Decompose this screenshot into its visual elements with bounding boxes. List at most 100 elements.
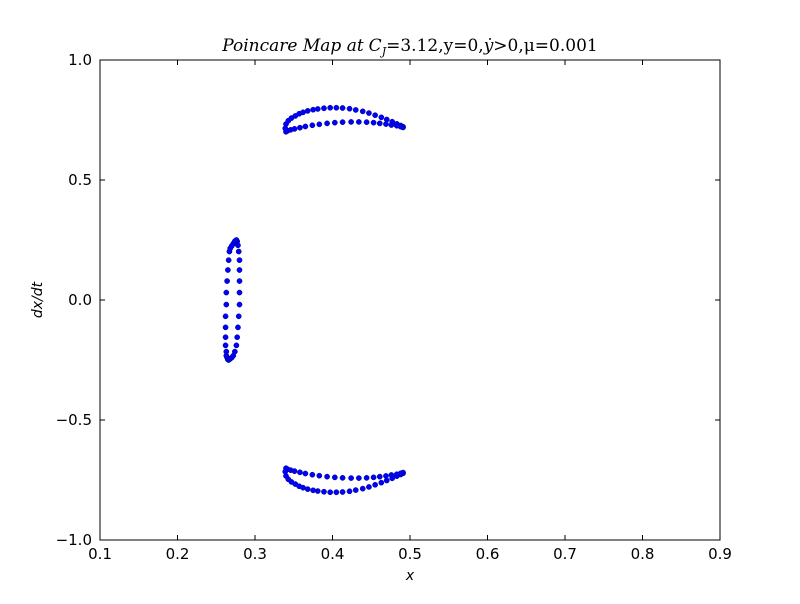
data-point xyxy=(356,475,362,481)
data-point xyxy=(302,470,309,477)
data-point xyxy=(359,108,366,115)
data-point xyxy=(333,104,340,111)
data-point xyxy=(222,313,229,320)
data-point xyxy=(363,474,370,481)
x-tick-label: 0.7 xyxy=(553,545,577,563)
x-tick-label: 0.6 xyxy=(476,545,500,563)
x-tick-label: 0.3 xyxy=(243,545,267,563)
data-point xyxy=(310,487,316,494)
title-rest: =3.12,y=0, xyxy=(386,36,484,56)
data-point xyxy=(339,489,346,495)
data-point xyxy=(300,109,306,116)
data-point xyxy=(372,481,378,488)
data-point xyxy=(233,342,240,349)
title-tail: >0,μ=0.001 xyxy=(493,36,597,56)
data-point xyxy=(236,257,243,264)
data-point xyxy=(327,489,334,496)
data-point xyxy=(222,324,229,331)
data-point xyxy=(232,348,238,355)
data-point xyxy=(227,245,234,252)
data-point xyxy=(300,484,306,491)
data-point xyxy=(235,313,242,320)
x-tick-label: 0.2 xyxy=(166,545,190,563)
data-point xyxy=(348,119,354,125)
data-point xyxy=(302,123,309,130)
x-tick-label: 0.8 xyxy=(631,545,655,563)
y-tick-label: 0.5 xyxy=(68,171,92,189)
data-point xyxy=(236,267,243,273)
data-point xyxy=(321,105,327,112)
data-point xyxy=(324,473,330,480)
title-ydot: ẏ xyxy=(483,36,494,56)
data-point xyxy=(235,248,242,255)
data-point xyxy=(370,474,377,481)
data-point xyxy=(225,257,232,264)
data-point xyxy=(339,119,346,126)
data-point xyxy=(321,488,327,495)
data-point xyxy=(376,120,383,127)
data-point xyxy=(327,104,334,111)
chart-title: Poincare Map at CJ=3.12,y=0,ẏ>0,μ=0.001 xyxy=(221,36,597,58)
data-point xyxy=(393,122,400,129)
y-tick-label: 0.0 xyxy=(68,291,92,309)
data-point xyxy=(304,486,311,492)
data-point xyxy=(316,121,323,128)
data-point xyxy=(282,125,289,132)
data-point xyxy=(363,119,370,126)
x-ticks: 0.1 0.2 0.3 0.4 0.5 0.6 0.7 0.8 0.9 xyxy=(88,60,732,563)
data-point xyxy=(339,474,346,481)
y-tick-label: −1.0 xyxy=(56,531,92,549)
data-point xyxy=(223,289,230,296)
data-point xyxy=(388,122,395,128)
data-point xyxy=(339,105,346,111)
y-axis-label: dx/dt xyxy=(30,281,46,318)
data-point xyxy=(309,471,316,478)
data-point xyxy=(314,488,321,494)
data-point xyxy=(331,474,338,481)
title-sub: J xyxy=(380,45,387,58)
x-tick-label: 0.4 xyxy=(321,545,345,563)
data-point xyxy=(346,488,353,495)
data-point xyxy=(282,468,289,475)
data-point xyxy=(324,120,330,127)
data-point xyxy=(393,471,400,478)
data-point xyxy=(376,473,383,480)
data-point xyxy=(366,110,372,116)
y-tick-label: −0.5 xyxy=(56,411,92,429)
data-point xyxy=(383,121,389,127)
data-point xyxy=(372,112,378,119)
data-point xyxy=(352,107,359,113)
data-point xyxy=(224,278,230,284)
data-point xyxy=(222,334,229,341)
data-point xyxy=(370,119,377,126)
data-point xyxy=(378,114,385,121)
data-point xyxy=(236,289,243,296)
title-c: C xyxy=(369,36,382,56)
data-point xyxy=(234,334,241,341)
data-point xyxy=(314,106,321,112)
x-axis-label: x xyxy=(405,568,415,584)
data-point xyxy=(331,119,338,126)
data-point xyxy=(297,124,303,131)
data-point xyxy=(235,324,241,331)
data-point xyxy=(333,489,340,496)
y-tick-label: 1.0 xyxy=(68,51,92,69)
x-tick-label: 0.1 xyxy=(88,545,112,563)
title-words: Poincare Map at xyxy=(221,36,364,56)
plot-area xyxy=(100,60,720,540)
data-point xyxy=(366,484,372,490)
data-point xyxy=(316,472,323,479)
data-point xyxy=(236,278,243,284)
data-point xyxy=(236,301,243,308)
data-point xyxy=(356,119,362,125)
data-point xyxy=(378,479,385,486)
data-point xyxy=(348,475,354,481)
data-point xyxy=(352,487,359,493)
data-point xyxy=(225,267,231,273)
data-point xyxy=(346,105,353,112)
data-point xyxy=(309,122,316,129)
data-point xyxy=(359,485,366,492)
data-point xyxy=(310,106,316,113)
